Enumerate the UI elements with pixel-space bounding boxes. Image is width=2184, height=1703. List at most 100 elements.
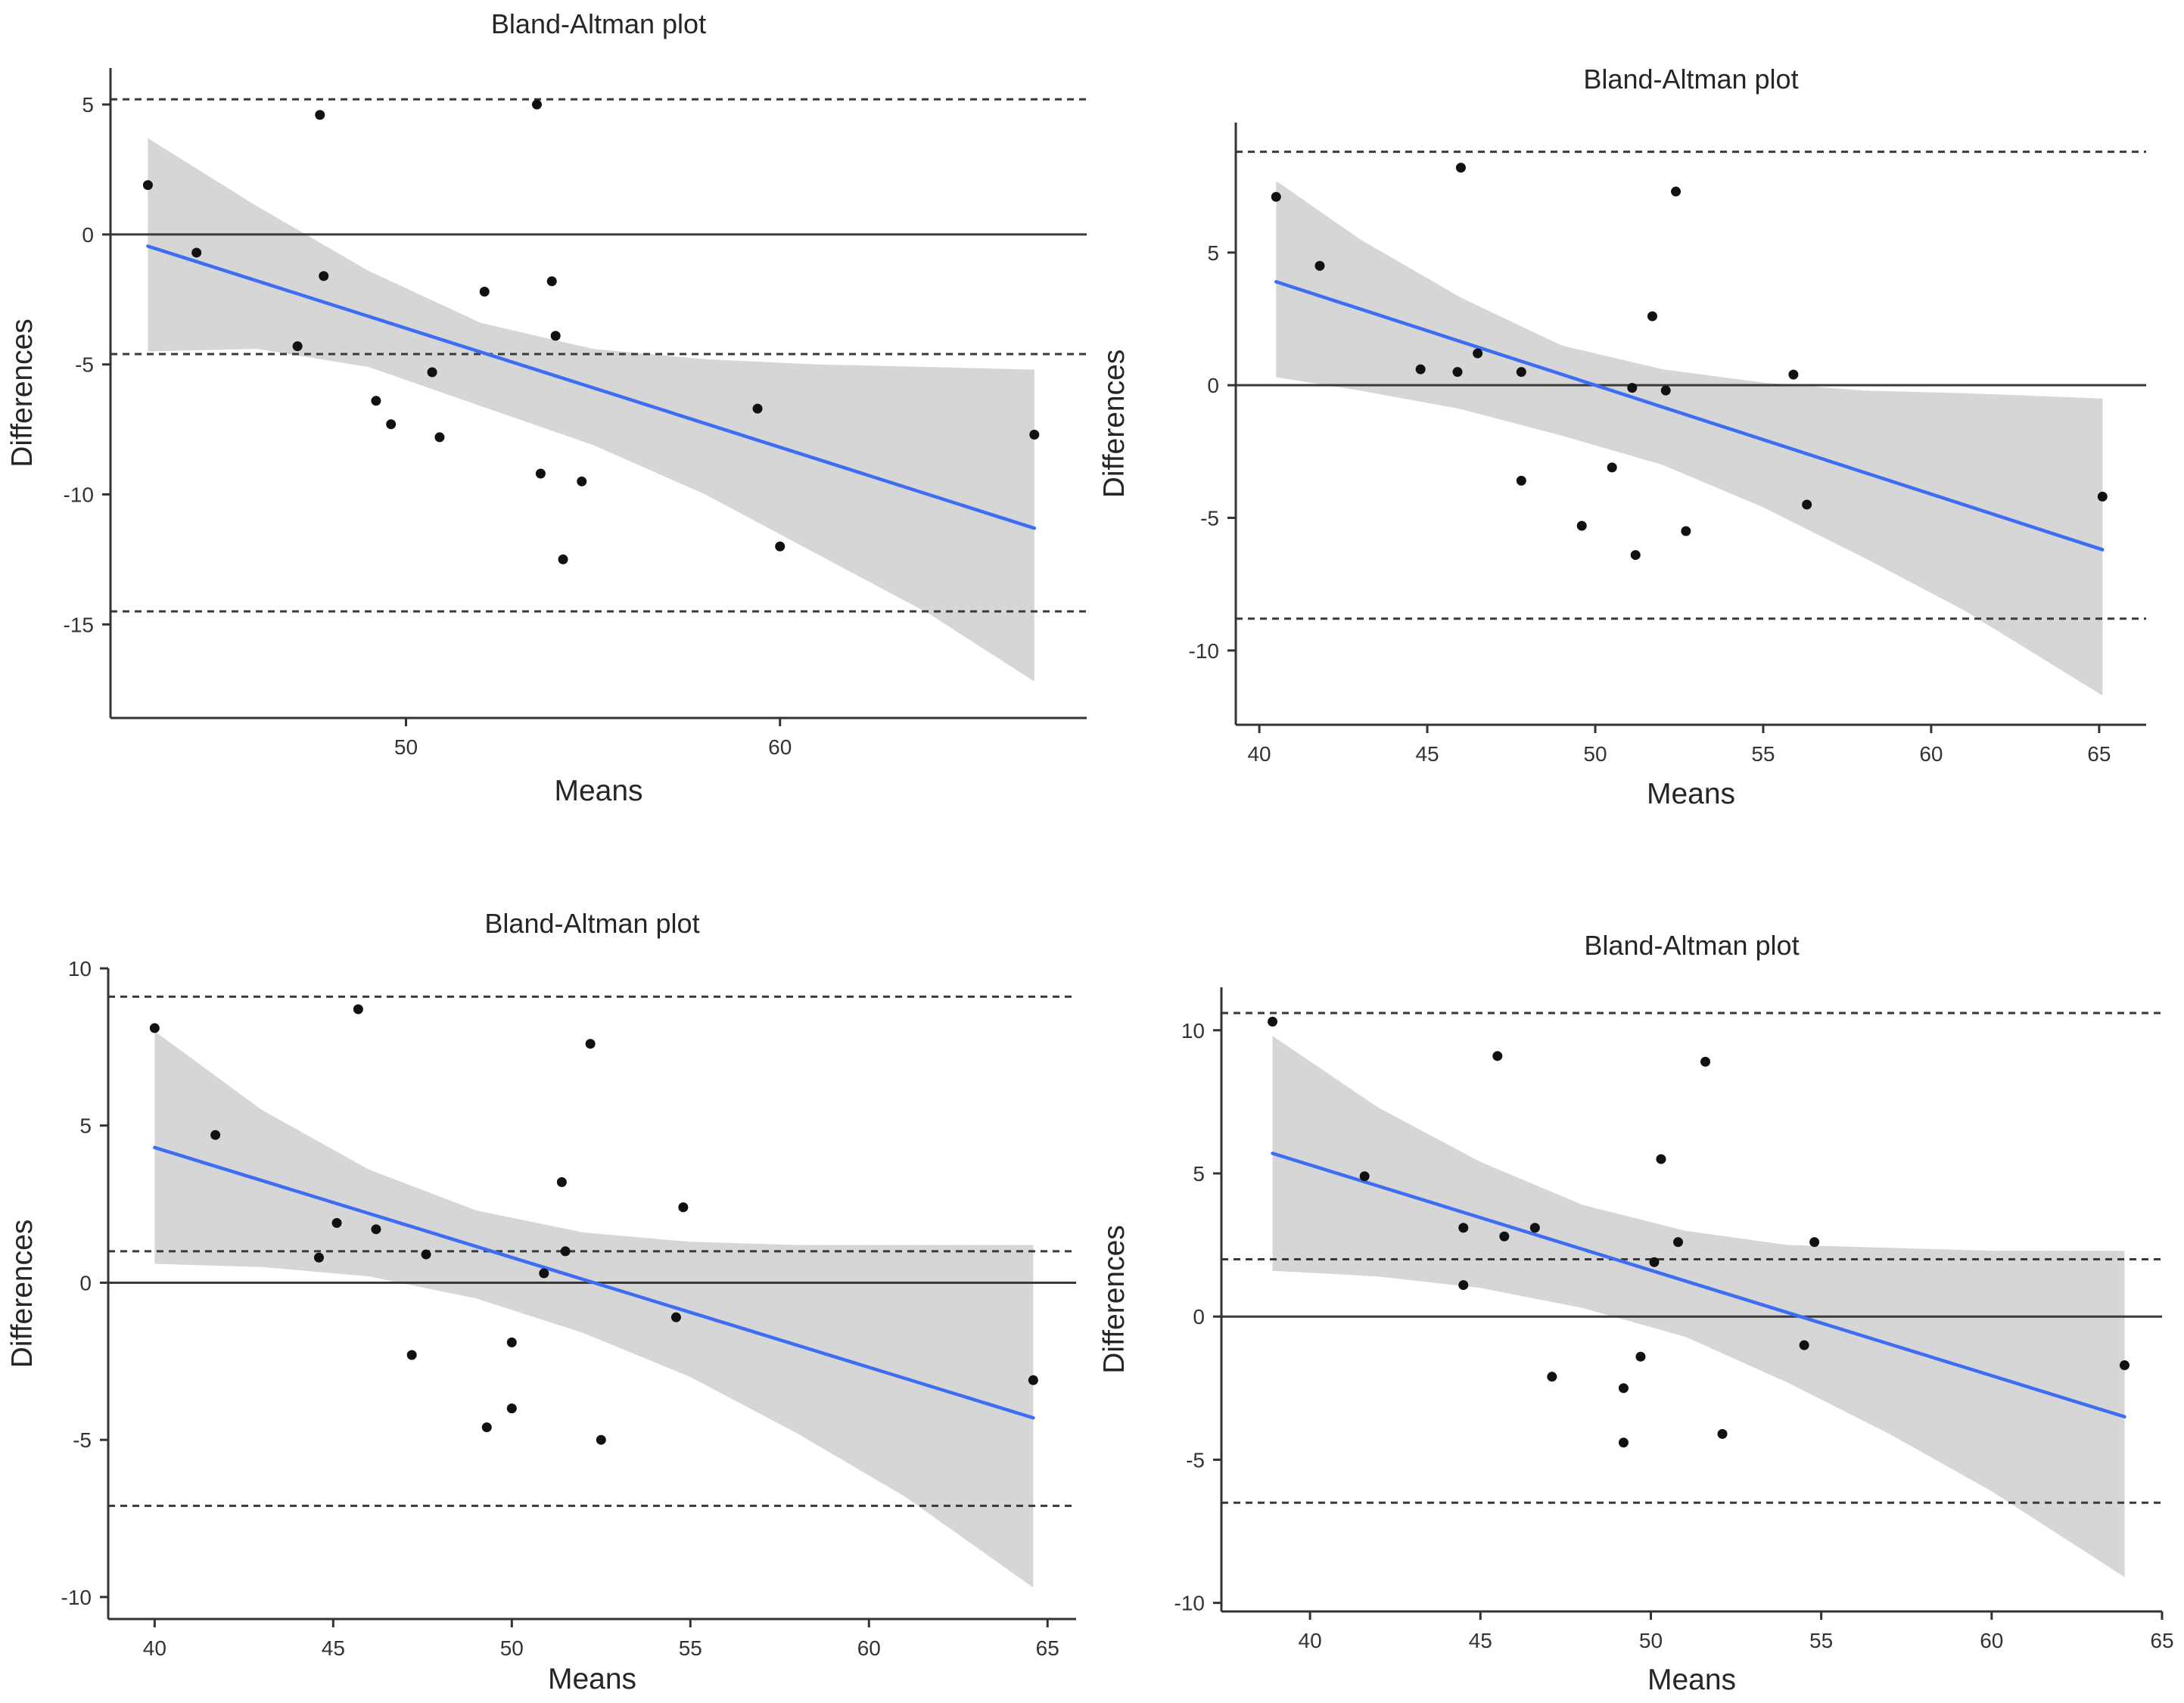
data-point bbox=[1455, 163, 1466, 173]
y-tick-label: -5 bbox=[1200, 506, 1219, 530]
y-tick-label: -10 bbox=[61, 1586, 92, 1609]
y-tick-label: 10 bbox=[68, 957, 92, 980]
confidence-band bbox=[154, 1031, 1034, 1588]
x-tick-label: 50 bbox=[394, 735, 418, 759]
data-point bbox=[386, 419, 397, 430]
data-point bbox=[1547, 1372, 1557, 1382]
bland-altman-panel-1: 50 60 5 0 -5 -10 -15 Bland-Altman plot Means Diff… bbox=[0, 0, 1092, 828]
data-point bbox=[506, 1337, 517, 1347]
data-point bbox=[1671, 186, 1682, 197]
data-point bbox=[1618, 1383, 1629, 1394]
data-point bbox=[371, 1224, 381, 1235]
x-tick-label: 60 bbox=[1919, 742, 1943, 766]
y-axis-title: Differences bbox=[6, 1220, 39, 1369]
data-point bbox=[2119, 1360, 2130, 1371]
data-point bbox=[481, 1422, 492, 1433]
chart-title: Bland-Altman plot bbox=[1583, 64, 1798, 95]
data-point bbox=[1618, 1437, 1629, 1448]
data-point bbox=[1529, 1223, 1540, 1233]
data-point bbox=[319, 271, 329, 281]
data-point bbox=[479, 286, 490, 297]
data-point bbox=[406, 1350, 417, 1360]
x-tick-label: 40 bbox=[1247, 742, 1271, 766]
bland-altman-panel-4: 40 45 50 55 60 65 10 5 0 -5 -10 Bland-Altman plot Me… bbox=[1092, 862, 2184, 1703]
data-point bbox=[1799, 1340, 1809, 1350]
x-tick-label: 50 bbox=[1583, 742, 1607, 766]
y-tick-label: 5 bbox=[1193, 1162, 1205, 1186]
x-tick-label: 65 bbox=[2150, 1629, 2173, 1652]
data-point bbox=[550, 331, 561, 341]
data-point bbox=[292, 341, 303, 352]
data-point bbox=[1802, 499, 1812, 510]
y-tick-label: -10 bbox=[1174, 1592, 1205, 1615]
data-point bbox=[1473, 348, 1483, 359]
data-point bbox=[558, 554, 568, 564]
x-axis-title: Means bbox=[548, 1663, 636, 1695]
data-point bbox=[210, 1130, 221, 1140]
x-tick-label: 40 bbox=[1299, 1629, 1322, 1652]
trend-line bbox=[153, 1145, 1035, 1420]
x-tick-label: 50 bbox=[500, 1636, 524, 1660]
data-point bbox=[535, 468, 546, 479]
x-tick-label: 45 bbox=[322, 1636, 345, 1660]
y-tick-label: 10 bbox=[1181, 1019, 1205, 1043]
data-point bbox=[546, 276, 557, 287]
y-tick-label: -5 bbox=[73, 1428, 92, 1452]
y-tick-label: -15 bbox=[64, 613, 94, 636]
y-tick-label: 5 bbox=[79, 1114, 92, 1138]
x-axis-title: Means bbox=[554, 775, 642, 807]
data-point bbox=[427, 367, 437, 378]
y-axis-title: Differences bbox=[1098, 1225, 1131, 1374]
chart-title: Bland-Altman plot bbox=[484, 908, 699, 939]
y-tick-label: -10 bbox=[1189, 639, 1219, 663]
data-point bbox=[560, 1246, 571, 1257]
trend-line bbox=[1274, 280, 2105, 552]
x-tick-label: 55 bbox=[1809, 1629, 1833, 1652]
data-point bbox=[1672, 1237, 1683, 1248]
x-tick-label: 50 bbox=[1639, 1629, 1663, 1652]
data-point bbox=[1635, 1351, 1646, 1362]
y-tick-label: 0 bbox=[1207, 374, 1219, 397]
data-point bbox=[1359, 1171, 1370, 1182]
x-tick-label: 55 bbox=[1751, 742, 1775, 766]
x-tick-label: 60 bbox=[1980, 1629, 2003, 1652]
confidence-band bbox=[148, 138, 1034, 682]
y-tick-label: 0 bbox=[1193, 1305, 1205, 1329]
data-point bbox=[315, 110, 325, 120]
data-point bbox=[678, 1202, 689, 1213]
data-point bbox=[1415, 364, 1426, 374]
confidence-band bbox=[1276, 181, 2103, 696]
data-point bbox=[191, 247, 202, 258]
data-point bbox=[670, 1312, 681, 1322]
chart-title: Bland-Altman plot bbox=[1584, 930, 1799, 961]
data-point bbox=[371, 396, 381, 406]
x-tick-label: 55 bbox=[679, 1636, 702, 1660]
y-tick-label: 0 bbox=[82, 223, 94, 247]
data-point bbox=[539, 1268, 549, 1279]
data-point bbox=[353, 1004, 363, 1015]
y-tick-label: -10 bbox=[64, 483, 94, 507]
data-point bbox=[1607, 462, 1617, 473]
data-point bbox=[434, 432, 445, 443]
data-point bbox=[1627, 383, 1638, 393]
data-point bbox=[1656, 1154, 1666, 1164]
trend-line bbox=[146, 244, 1037, 530]
x-axis-title: Means bbox=[1647, 778, 1735, 810]
bland-altman-panel-3: 40 45 50 55 60 65 10 5 0 -5 -10 Bland-Altman plot Me… bbox=[0, 862, 1092, 1703]
data-point bbox=[1576, 521, 1587, 531]
data-point bbox=[1681, 526, 1691, 536]
y-tick-label: 0 bbox=[79, 1271, 92, 1294]
data-point bbox=[585, 1039, 596, 1049]
data-point bbox=[1700, 1056, 1711, 1067]
data-point bbox=[1630, 550, 1641, 561]
data-point bbox=[1649, 1257, 1660, 1267]
data-point bbox=[752, 403, 763, 414]
data-point bbox=[775, 541, 786, 552]
data-point bbox=[1452, 367, 1463, 378]
x-tick-label: 65 bbox=[1036, 1636, 1059, 1660]
data-point bbox=[1647, 311, 1657, 322]
x-tick-label: 40 bbox=[143, 1636, 166, 1660]
